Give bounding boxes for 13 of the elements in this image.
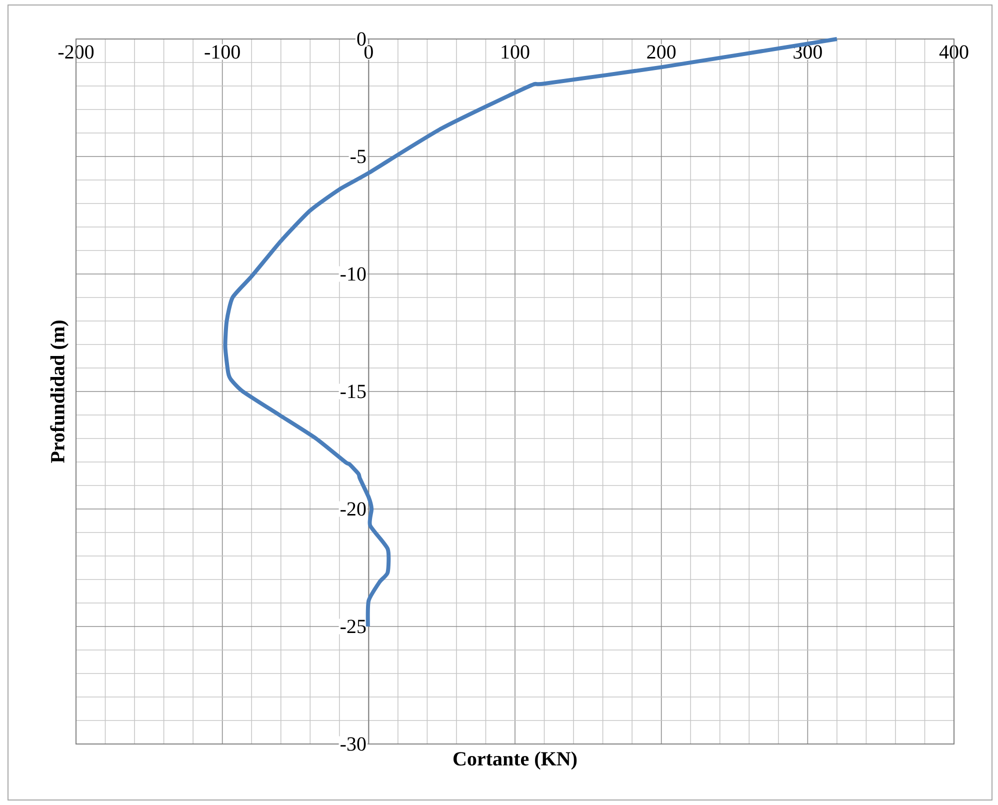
y-tick-label: -15	[340, 384, 366, 398]
y-axis-title: Profundidad (m)	[50, 320, 68, 463]
x-tick-label: -100	[204, 45, 240, 59]
y-tick-label: -30	[340, 737, 366, 751]
x-tick-label: 200	[647, 45, 676, 59]
y-tick-label: -20	[340, 502, 366, 516]
x-axis-title: Cortante (KN)	[454, 752, 577, 770]
y-tick-label: -10	[340, 267, 366, 281]
y-tick-label: -5	[350, 150, 366, 164]
x-tick-label: 400	[939, 45, 968, 59]
y-tick-label: -25	[340, 620, 366, 634]
y-tick-label: 0	[357, 32, 366, 46]
x-tick-label: 100	[502, 45, 530, 59]
